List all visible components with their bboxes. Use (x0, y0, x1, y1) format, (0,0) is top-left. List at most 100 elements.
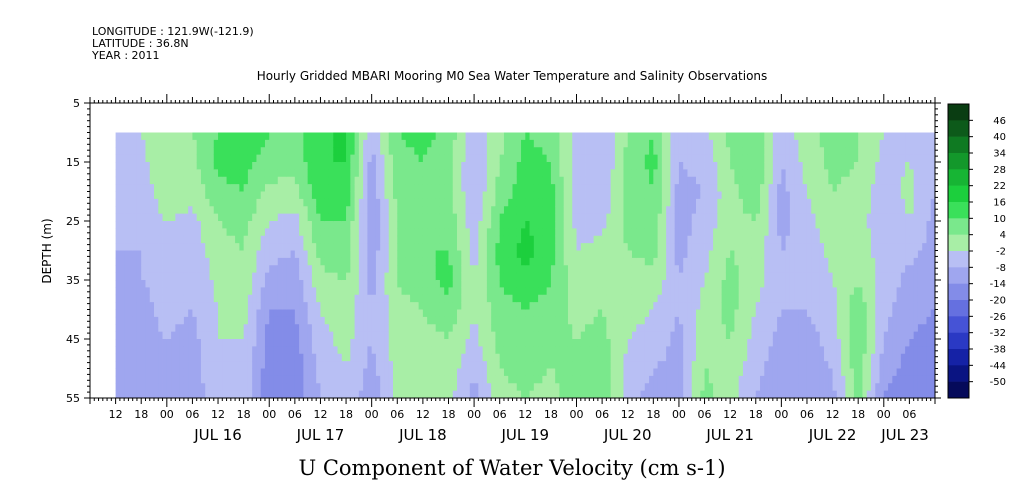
heatmap-cell (666, 221, 671, 229)
heatmap-cell (175, 368, 181, 377)
heatmap-cell (346, 294, 351, 303)
heatmap-cell (273, 368, 279, 377)
heatmap-cell (610, 250, 616, 259)
heatmap-cell (166, 331, 172, 340)
heatmap-cell (465, 383, 471, 392)
heatmap-cell (589, 302, 594, 310)
heatmap-cell (346, 353, 351, 362)
heatmap-cell (149, 147, 155, 156)
heatmap-cell (555, 287, 560, 296)
heatmap-cell (602, 154, 607, 163)
heatmap-cell (179, 361, 185, 369)
heatmap-cell (188, 346, 193, 355)
heatmap-cell (205, 235, 210, 244)
heatmap-cell (230, 139, 236, 148)
heatmap-cell (614, 154, 620, 163)
heatmap-cell (422, 331, 428, 340)
heatmap-cell (572, 169, 577, 178)
heatmap-cell (525, 235, 530, 244)
heatmap-cell (128, 162, 134, 170)
heatmap-cell (469, 139, 475, 148)
heatmap-cell (435, 206, 441, 215)
heatmap-cell (196, 184, 202, 192)
heatmap-cell (657, 287, 663, 296)
heatmap-cell (431, 383, 437, 392)
heatmap-cell (375, 287, 381, 296)
heatmap-cell (162, 243, 168, 251)
heatmap-cell (589, 162, 594, 170)
heatmap-cell (606, 162, 612, 170)
heatmap-cell (388, 206, 394, 215)
heatmap-cell (567, 324, 573, 333)
heatmap-cell (700, 139, 705, 148)
heatmap-cell (465, 294, 471, 303)
heatmap-cell (576, 375, 582, 384)
heatmap-cell (529, 324, 535, 333)
heatmap-cell (269, 257, 274, 266)
heatmap-cell (546, 265, 552, 274)
heatmap-cell (452, 361, 458, 369)
heatmap-cell (397, 287, 402, 296)
heatmap-cell (175, 213, 181, 222)
heatmap-cell (311, 228, 317, 237)
heatmap-cell (218, 191, 223, 200)
heatmap-cell (657, 132, 663, 141)
heatmap-cell (141, 368, 146, 377)
heatmap-cell (572, 368, 577, 377)
heatmap-cell (550, 139, 556, 148)
heatmap-cell (303, 368, 309, 377)
heatmap-cell (213, 132, 219, 141)
heatmap-cell (166, 375, 172, 384)
heatmap-cell (491, 353, 496, 362)
heatmap-cell (474, 339, 479, 347)
heatmap-cell (683, 250, 688, 259)
heatmap-cell (145, 243, 151, 251)
heatmap-cell (320, 280, 326, 288)
heatmap-cell (444, 390, 449, 399)
heatmap-cell (324, 257, 330, 266)
heatmap-cell (128, 265, 134, 274)
heatmap-cell (623, 287, 629, 296)
heatmap-cell (388, 309, 394, 318)
heatmap-cell (444, 383, 449, 392)
heatmap-cell (350, 361, 355, 369)
heatmap-cell (704, 191, 710, 200)
heatmap-cell (422, 272, 428, 281)
heatmap-cell (435, 302, 441, 310)
heatmap-cell (546, 243, 552, 251)
heatmap-cell (171, 154, 176, 163)
heatmap-cell (324, 265, 330, 274)
heatmap-cell (192, 339, 198, 347)
heatmap-cell (457, 339, 462, 347)
heatmap-cell (316, 339, 321, 347)
heatmap-cell (529, 235, 535, 244)
heatmap-cell (495, 250, 501, 259)
heatmap-cell (158, 132, 163, 141)
heatmap-cell (162, 198, 168, 207)
heatmap-cell (593, 154, 599, 163)
heatmap-cell (512, 390, 518, 399)
heatmap-cell (375, 221, 381, 229)
heatmap-cell (521, 221, 526, 229)
heatmap-cell (183, 280, 189, 288)
heatmap-cell (264, 206, 270, 215)
heatmap-cell (542, 390, 548, 399)
heatmap-cell (661, 228, 667, 237)
heatmap-cell (358, 198, 364, 207)
heatmap-cell (282, 169, 287, 178)
heatmap-cell (580, 147, 586, 156)
heatmap-cell (431, 213, 437, 222)
heatmap-cell (619, 243, 624, 251)
heatmap-cell (136, 294, 142, 303)
heatmap-cell (222, 339, 227, 347)
heatmap-cell (597, 368, 603, 377)
heatmap-cell (124, 280, 129, 288)
heatmap-cell (576, 339, 582, 347)
heatmap-cell (465, 302, 471, 310)
heatmap-cell (341, 390, 347, 399)
heatmap-cell (239, 213, 245, 222)
heatmap-cell (136, 191, 142, 200)
heatmap-cell (119, 250, 125, 259)
heatmap-cell (367, 390, 373, 399)
heatmap-cell (538, 353, 543, 362)
